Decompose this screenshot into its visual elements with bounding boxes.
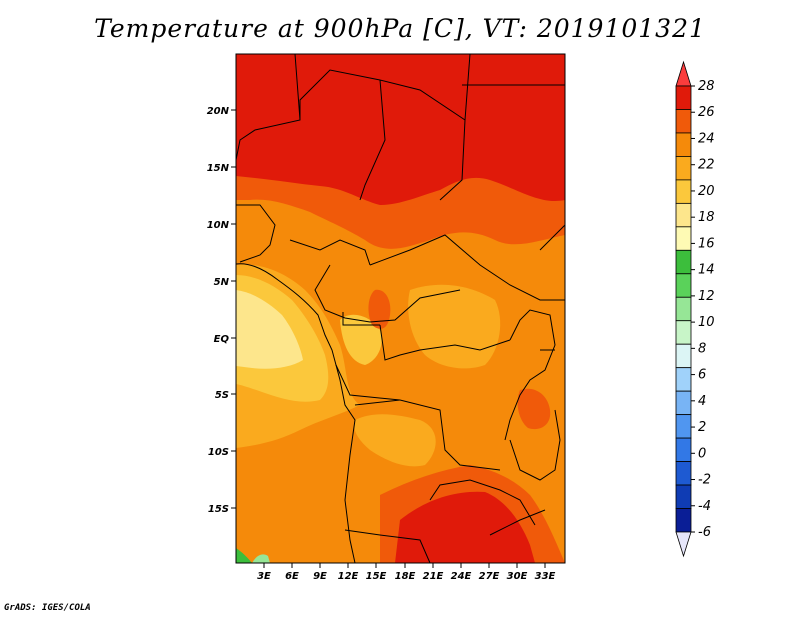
colorbar-label: 18 bbox=[698, 210, 715, 225]
lat-label: 5N bbox=[214, 277, 230, 288]
colorbar-label: -2 bbox=[698, 473, 711, 488]
colorbar-swatch bbox=[675, 414, 692, 439]
lon-label: 33E bbox=[535, 571, 556, 582]
colorbar-swatch bbox=[675, 437, 692, 462]
lon-label: 21E bbox=[423, 571, 444, 582]
colorbar-swatch bbox=[675, 249, 692, 275]
colorbar-label: 0 bbox=[698, 446, 706, 461]
colorbar-swatch bbox=[675, 179, 692, 204]
colorbar-swatch bbox=[675, 343, 692, 369]
colorbar-swatch bbox=[675, 109, 692, 134]
colorbar-label: 16 bbox=[698, 236, 715, 251]
lon-label: 9E bbox=[313, 571, 327, 582]
colorbar-label: 6 bbox=[698, 368, 706, 383]
lat-axis: 20N 15N 10N 5N EQ 5S 10S 15S bbox=[207, 106, 236, 515]
colorbar-label: 14 bbox=[698, 263, 715, 278]
colorbar-swatch bbox=[675, 320, 692, 345]
lat-label: 10N bbox=[207, 220, 230, 231]
colorbar-label: 28 bbox=[698, 79, 715, 94]
lon-label: 3E bbox=[257, 571, 271, 582]
lat-label: 15N bbox=[207, 163, 230, 174]
colorbar-swatch bbox=[675, 390, 692, 416]
colorbar-swatch bbox=[675, 202, 692, 228]
lat-label: 10S bbox=[208, 447, 229, 458]
colorbar-label: 12 bbox=[698, 289, 715, 304]
lat-label: 20N bbox=[207, 106, 230, 117]
colorbar-label: -6 bbox=[698, 525, 711, 540]
colorbar-swatch bbox=[675, 296, 692, 322]
colorbar-swatch bbox=[675, 531, 692, 558]
country-borders bbox=[236, 54, 565, 563]
lat-label: 5S bbox=[215, 390, 229, 401]
colorbar-swatch bbox=[675, 484, 692, 509]
colorbar-label: 4 bbox=[698, 394, 706, 409]
colorbar-swatch bbox=[675, 508, 692, 533]
colorbar-label: 10 bbox=[698, 315, 715, 330]
colorbar-swatch bbox=[675, 85, 692, 110]
colorbar-swatch bbox=[675, 226, 692, 251]
map-frame bbox=[235, 53, 566, 564]
colorbar-swatch bbox=[675, 132, 692, 157]
lon-label: 12E bbox=[338, 571, 359, 582]
lon-label: 6E bbox=[285, 571, 299, 582]
colorbar-swatch bbox=[675, 461, 692, 486]
colorbar-label: -4 bbox=[698, 499, 711, 514]
colorbar-label: 22 bbox=[698, 158, 715, 173]
colorbar-label: 2 bbox=[698, 420, 706, 435]
colorbar-label: 20 bbox=[698, 184, 715, 199]
colorbar-swatch bbox=[675, 273, 692, 298]
lon-label: 24E bbox=[451, 571, 472, 582]
temperature-field bbox=[236, 54, 565, 563]
colorbar-swatch bbox=[675, 156, 692, 181]
colorbar-label: 24 bbox=[698, 131, 715, 146]
lon-axis: 3E 6E 9E 12E 15E 18E 21E 24E 27E 30E 33E bbox=[257, 563, 556, 582]
colorbar-swatch bbox=[675, 367, 692, 392]
plot-title: Temperature at 900hPa [C], VT: 201910132… bbox=[94, 14, 706, 43]
lat-label: 15S bbox=[208, 504, 229, 515]
colorbar-label: 26 bbox=[698, 105, 715, 120]
lon-label: 27E bbox=[479, 571, 500, 582]
colorbar-swatch bbox=[675, 60, 692, 87]
credit-text: GrADS: IGES/COLA bbox=[4, 603, 91, 613]
colorbar-label: 8 bbox=[698, 341, 706, 356]
lon-label: 18E bbox=[395, 571, 416, 582]
lat-label: EQ bbox=[214, 334, 230, 345]
lon-label: 30E bbox=[507, 571, 528, 582]
lon-label: 15E bbox=[366, 571, 387, 582]
